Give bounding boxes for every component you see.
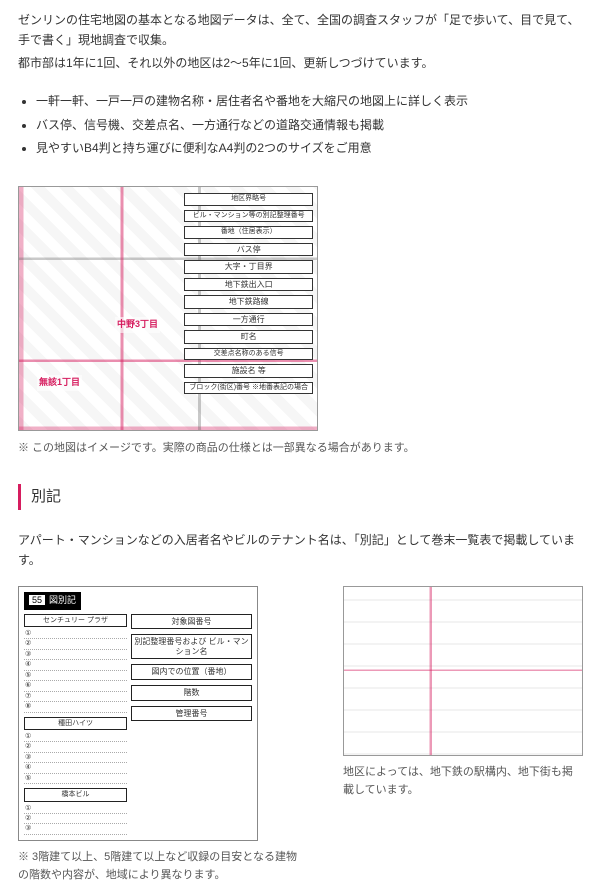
legend-chip: 町名 (184, 330, 313, 344)
bekki-row: ③ (24, 824, 127, 834)
bekki-building-name: 橋本ビル (24, 788, 127, 801)
bekki-column-left: 55 図別記 センチュリー プラザ ① ② ③ ④ ⑤ ⑥ ⑦ ⑧ 種田ハイツ (18, 586, 297, 884)
intro-text: ゼンリンの住宅地図の基本となる地図データは、全て、全国の調査スタッフが「足で歩い… (18, 10, 583, 73)
bekki-left-caption: ※ 3階建て以上、5階建て以上など収録の目安となる建物の階数や内容が、地域により… (18, 849, 297, 884)
legend-chip: 地下鉄路線 (184, 295, 313, 309)
bekki-tag: 対象図番号 (131, 614, 252, 630)
bekki-right-caption: 地区によっては、地下鉄の駅構内、地下街も掲載しています。 (343, 764, 583, 799)
bekki-column-right: 地区によっては、地下鉄の駅構内、地下街も掲載しています。 (343, 586, 583, 799)
bekki-row: ② (24, 639, 127, 649)
intro-line-1: ゼンリンの住宅地図の基本となる地図データは、全て、全国の調査スタッフが「足で歩い… (18, 10, 583, 51)
bekki-row: ③ (24, 650, 127, 660)
bekki-building-name: 種田ハイツ (24, 717, 127, 730)
legend-chip: 大字・丁目界 (184, 260, 313, 274)
bekki-row: ④ (24, 660, 127, 670)
bekki-tag-column: 対象図番号 別記整理番号および ビル・マンション名 図内での位置（番地） 階数 … (131, 614, 252, 835)
legend-chip: 一方通行 (184, 313, 313, 327)
feature-item: バス停、信号機、交差点名、一方通行などの道路交通情報も掲載 (36, 115, 583, 135)
bekki-tag: 階数 (131, 685, 252, 701)
sample-map-image: 中野3丁目 無該1丁目 地区界略号 ビル・マンション等の別記整理番号 番地（住居… (18, 186, 318, 431)
feature-list: 一軒一軒、一戸一戸の建物名称・居住者名や番地を大縮尺の地図上に詳しく表示 バス停… (18, 91, 583, 158)
sample-map-block: 中野3丁目 無該1丁目 地区界略号 ビル・マンション等の別記整理番号 番地（住居… (18, 186, 583, 431)
legend-chip: ブロック(街区)番号 ※地番表記の場合 (184, 382, 313, 394)
section-heading-bekki: 別記 (18, 484, 583, 510)
bekki-tag: 図内での位置（番地） (131, 664, 252, 680)
bekki-header: 55 図別記 (24, 592, 81, 609)
bekki-row: ⑧ (24, 702, 127, 712)
legend-chip: バス停 (184, 243, 313, 257)
bekki-row: ① (24, 804, 127, 814)
intro-line-2: 都市部は1年に1回、それ以外の地区は2〜5年に1回、更新しつづけています。 (18, 53, 583, 73)
feature-item: 一軒一軒、一戸一戸の建物名称・居住者名や番地を大縮尺の地図上に詳しく表示 (36, 91, 583, 111)
bekki-row: ③ (24, 753, 127, 763)
bekki-sample-box: 55 図別記 センチュリー プラザ ① ② ③ ④ ⑤ ⑥ ⑦ ⑧ 種田ハイツ (18, 586, 258, 841)
bekki-listing: センチュリー プラザ ① ② ③ ④ ⑤ ⑥ ⑦ ⑧ 種田ハイツ ① ② (24, 614, 127, 835)
bekki-lead-text: アパート・マンションなどの入居者名やビルのテナント名は、「別記」として巻末一覧表… (18, 530, 583, 571)
legend-chip: ビル・マンション等の別記整理番号 (184, 210, 313, 222)
bekki-row: ⑥ (24, 681, 127, 691)
bekki-tag: 別記整理番号および ビル・マンション名 (131, 634, 252, 659)
legend-chip: 地下鉄出入口 (184, 278, 313, 292)
feature-item: 見やすいB4判と持ち運びに便利なA4判の2つのサイズをご用意 (36, 138, 583, 158)
bekki-row: ① (24, 732, 127, 742)
bekki-row: ④ (24, 763, 127, 773)
bekki-row: ⑦ (24, 692, 127, 702)
bekki-row: ⑤ (24, 671, 127, 681)
bekki-row: ② (24, 814, 127, 824)
map-disclaimer: ※ この地図はイメージです。実際の商品の仕様とは一部異なる場合があります。 (18, 439, 583, 458)
bekki-tag: 管理番号 (131, 706, 252, 722)
legend-chip: 地区界略号 (184, 193, 313, 205)
bekki-row: ② (24, 742, 127, 752)
bekki-two-column: 55 図別記 センチュリー プラザ ① ② ③ ④ ⑤ ⑥ ⑦ ⑧ 種田ハイツ (18, 586, 583, 884)
bekki-row: ① (24, 629, 127, 639)
bekki-row: ⑤ (24, 774, 127, 784)
map-area-label: 中野3丁目 (115, 317, 160, 332)
legend-chip: 交差点名称のある信号 (184, 348, 313, 360)
bekki-header-text: 図別記 (49, 595, 76, 605)
map-legend-column: 地区界略号 ビル・マンション等の別記整理番号 番地（住居表示） バス停 大字・丁… (184, 193, 313, 394)
bekki-building-name: センチュリー プラザ (24, 614, 127, 627)
legend-chip: 番地（住居表示） (184, 226, 313, 238)
station-map-image (343, 586, 583, 756)
map-area-label: 無該1丁目 (37, 375, 82, 390)
bekki-header-num: 55 (29, 595, 45, 605)
legend-chip: 施設名 等 (184, 364, 313, 378)
